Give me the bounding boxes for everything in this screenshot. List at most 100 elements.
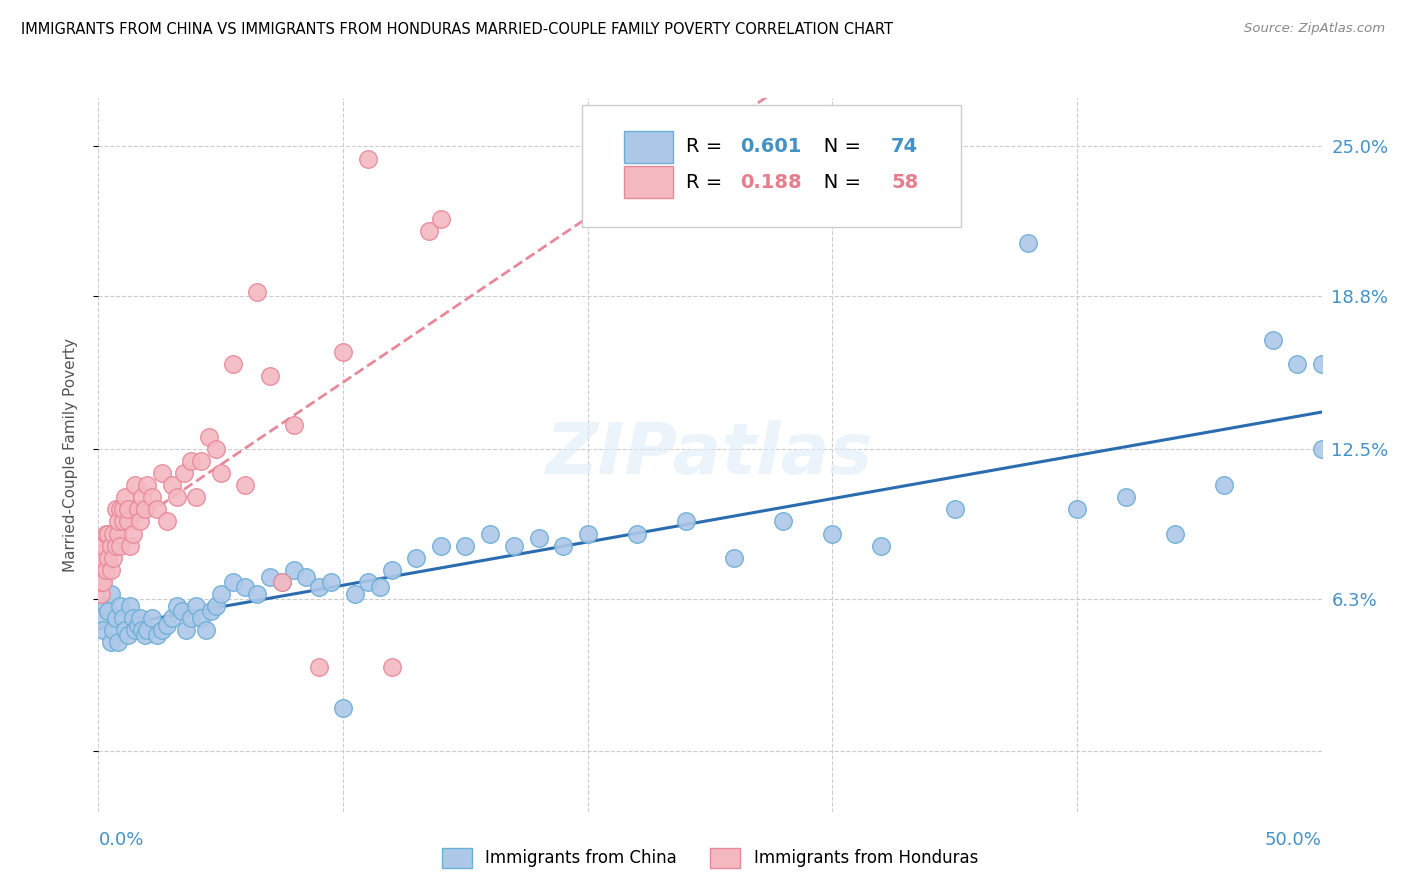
Text: N =: N = [806, 137, 868, 156]
Point [209, 587, 232, 601]
Point [1066, 502, 1088, 516]
Point [772, 515, 794, 529]
Point [111, 611, 134, 625]
Point [141, 611, 163, 625]
Point [114, 490, 136, 504]
Point [1261, 333, 1284, 347]
Point [107, 515, 129, 529]
Point [104, 502, 127, 516]
Point [124, 478, 146, 492]
Point [104, 539, 127, 553]
Point [111, 502, 134, 516]
Point [308, 659, 330, 673]
Point [121, 611, 143, 625]
Point [195, 624, 218, 638]
Point [166, 490, 188, 504]
Point [478, 526, 501, 541]
Point [870, 539, 893, 553]
Point [190, 611, 212, 625]
Point [150, 624, 173, 638]
Point [356, 152, 378, 166]
Point [1310, 357, 1333, 371]
Point [368, 580, 391, 594]
Point [1286, 357, 1309, 371]
Point [186, 490, 208, 504]
Point [222, 574, 245, 589]
Point [527, 532, 550, 546]
Text: 0.0%: 0.0% [98, 831, 143, 849]
Point [129, 611, 152, 625]
Point [156, 618, 179, 632]
Y-axis label: Married-Couple Family Poverty: Married-Couple Family Poverty [63, 338, 77, 572]
Point [136, 478, 159, 492]
Point [186, 599, 208, 613]
Point [160, 478, 183, 492]
Point [332, 700, 354, 714]
Text: 74: 74 [891, 137, 918, 156]
Point [131, 624, 153, 638]
Point [94, 526, 117, 541]
Point [166, 599, 188, 613]
Point [110, 599, 132, 613]
Point [246, 587, 269, 601]
Point [553, 539, 575, 553]
Point [173, 466, 195, 480]
Point [200, 604, 222, 618]
Point [430, 539, 453, 553]
Point [233, 580, 256, 594]
Point [180, 611, 202, 625]
Point [1310, 442, 1333, 456]
Point [222, 357, 245, 371]
Point [205, 599, 228, 613]
Point [101, 550, 124, 565]
Point [120, 539, 142, 553]
Point [1212, 478, 1234, 492]
Point [381, 659, 404, 673]
Point [1164, 526, 1187, 541]
Point [723, 550, 745, 565]
Point [381, 563, 404, 577]
Point [121, 526, 143, 541]
Point [117, 515, 139, 529]
Text: R =: R = [686, 137, 728, 156]
FancyBboxPatch shape [582, 105, 960, 227]
Point [160, 611, 183, 625]
Point [117, 502, 139, 516]
Point [156, 515, 179, 529]
Text: ZIPatlas: ZIPatlas [547, 420, 873, 490]
Point [270, 574, 294, 589]
Point [131, 490, 153, 504]
Point [626, 526, 648, 541]
Point [146, 628, 169, 642]
Point [356, 574, 378, 589]
Point [97, 526, 120, 541]
Point [170, 604, 193, 618]
Point [821, 526, 844, 541]
Point [101, 526, 124, 541]
Text: 58: 58 [891, 173, 918, 192]
Point [100, 587, 122, 601]
Point [90, 587, 112, 601]
Point [134, 628, 156, 642]
Point [111, 515, 134, 529]
Point [90, 563, 112, 577]
Point [127, 618, 149, 632]
Text: 0.601: 0.601 [741, 137, 801, 156]
Point [124, 624, 146, 638]
Point [97, 604, 120, 618]
Point [110, 539, 132, 553]
Text: 0.188: 0.188 [741, 173, 803, 192]
Point [205, 442, 228, 456]
Point [197, 430, 219, 444]
Point [91, 574, 114, 589]
Point [344, 587, 367, 601]
Point [454, 539, 477, 553]
Point [100, 635, 122, 649]
Point [418, 224, 440, 238]
Text: 50.0%: 50.0% [1265, 831, 1322, 849]
Point [430, 212, 453, 227]
Text: R =: R = [686, 173, 728, 192]
Point [110, 502, 132, 516]
Point [246, 285, 269, 299]
Point [503, 539, 526, 553]
